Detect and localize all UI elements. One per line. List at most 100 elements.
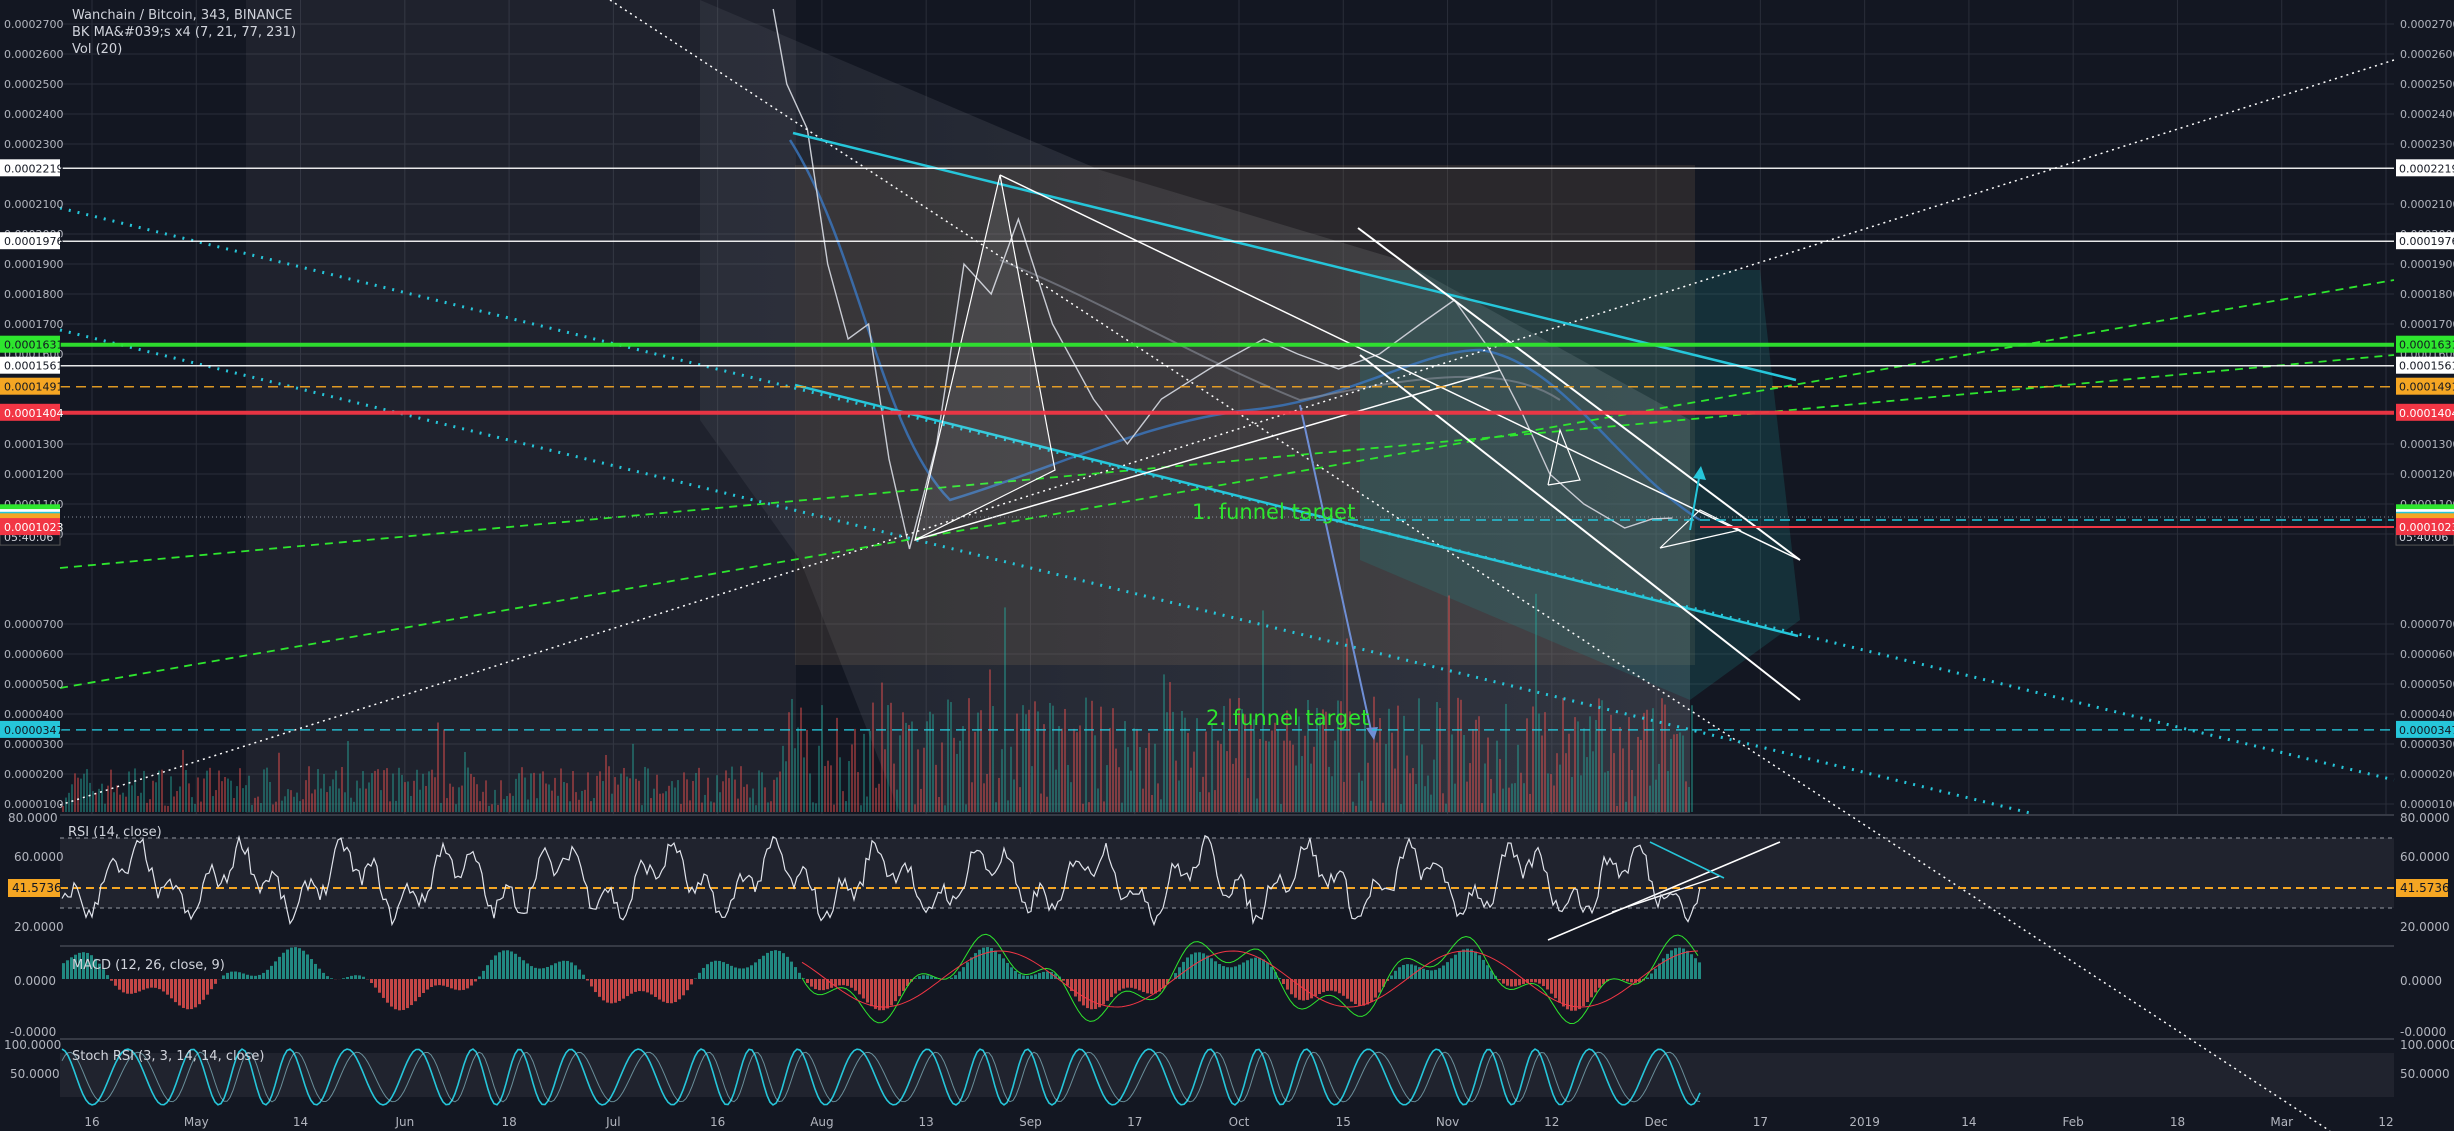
macd-bar xyxy=(1114,979,1117,994)
volume-bar xyxy=(959,740,961,812)
volume-bar xyxy=(929,711,931,812)
volume-bar xyxy=(1277,729,1279,812)
volume-bar xyxy=(863,733,865,812)
volume-bar xyxy=(227,778,229,812)
volume-bar xyxy=(1385,744,1387,812)
macd-tick-neg-right: -0.0000 xyxy=(2400,1025,2446,1039)
volume-bar xyxy=(1628,717,1630,812)
volume-bar xyxy=(1592,751,1594,812)
volume-bar xyxy=(1655,779,1657,812)
study-ma-label[interactable]: BK MA&#039;s x4 (7, 21, 77, 231) xyxy=(72,25,297,40)
macd-bar xyxy=(302,950,305,979)
macd-bar xyxy=(286,949,289,979)
price-tick-left: 0.0001300 xyxy=(4,438,64,451)
macd-tick-neg: -0.0000 xyxy=(10,1025,56,1039)
macd-bar xyxy=(1254,957,1257,979)
triangle-pattern xyxy=(914,174,1056,542)
volume-bar xyxy=(1265,740,1267,812)
macd-bar xyxy=(1090,979,1093,1010)
volume-bar xyxy=(386,768,388,812)
horizontal-levels xyxy=(60,167,2394,731)
time-axis[interactable]: 16 May 14 Jun 18 Jul 16 Aug 13 Sep 17 Oct 15 Nov 12 Dec… xyxy=(84,1115,2393,1129)
macd-bar xyxy=(98,963,101,979)
macd-bar xyxy=(1122,979,1125,989)
volume-bar xyxy=(1685,781,1687,812)
macd-bar xyxy=(1422,968,1425,979)
volume-bar xyxy=(1190,767,1192,812)
macd-bar xyxy=(1266,962,1269,979)
volume-bar xyxy=(851,744,853,812)
macd-bar xyxy=(306,954,309,979)
price-tag-right: 0.0001976 xyxy=(2399,235,2454,248)
volume-bar xyxy=(1304,735,1306,812)
chart-title[interactable]: Wanchain / Bitcoin, 343, BINANCE xyxy=(72,8,293,23)
price-tick-left: 0.0002300 xyxy=(4,138,64,151)
volume-bar xyxy=(482,791,484,812)
macd-bar xyxy=(1174,973,1177,979)
volume-bar xyxy=(1571,776,1573,812)
macd-bar xyxy=(1430,970,1433,979)
volume-bar xyxy=(1661,698,1663,812)
white-dotted-support xyxy=(59,59,2395,806)
macd-bar xyxy=(814,979,817,990)
time-tick: 14 xyxy=(293,1115,308,1129)
macd-bar xyxy=(934,977,937,979)
volume-bar xyxy=(206,770,208,812)
volume-bar xyxy=(170,776,172,812)
macd-bar xyxy=(1362,979,1365,1006)
macd-bar xyxy=(678,979,681,1000)
macd-bar xyxy=(1358,979,1361,1006)
volume-bar xyxy=(1625,801,1627,812)
volume-bar xyxy=(1355,805,1357,812)
macd-bar xyxy=(1014,970,1017,979)
macd-bar xyxy=(962,967,965,979)
price-tick-right: 0.0000100 xyxy=(2400,798,2454,811)
volume-bar xyxy=(500,780,502,812)
volume-bar xyxy=(806,729,808,812)
macd-bar xyxy=(1582,979,1585,1007)
macd-bar xyxy=(1094,979,1097,1009)
macd-bar xyxy=(706,964,709,979)
volume-bar xyxy=(323,773,325,812)
volume-bar xyxy=(1328,766,1330,812)
macd-bar xyxy=(270,965,273,979)
volume-bar xyxy=(113,792,115,812)
stoch-pane[interactable] xyxy=(60,1040,2394,1110)
macd-bar xyxy=(482,970,485,979)
macd-bar xyxy=(766,952,769,979)
volume-bar xyxy=(407,781,409,812)
price-axis-right[interactable]: 0.0002700 0.0002600 0.0002500 0.0002400 0.00… xyxy=(2400,18,2454,811)
macd-bar xyxy=(118,979,121,990)
volume-bar xyxy=(905,722,907,812)
macd-bar xyxy=(1562,979,1565,1007)
macd-bar xyxy=(1274,972,1277,979)
volume-bar xyxy=(704,794,706,812)
macd-bar xyxy=(442,979,445,986)
macd-bar xyxy=(874,979,877,1009)
macd-bar xyxy=(1250,958,1253,979)
macd-bar xyxy=(1010,967,1013,979)
macd-bar xyxy=(62,963,65,979)
macd-bar xyxy=(810,979,813,987)
volume-bar xyxy=(467,767,469,812)
macd-bar xyxy=(1158,979,1161,992)
macd-bar xyxy=(630,979,633,994)
volume-bar xyxy=(431,769,433,812)
volume-bar xyxy=(953,737,955,812)
volume-bar xyxy=(1259,738,1261,812)
volume-bar xyxy=(1007,800,1009,812)
macd-bar xyxy=(722,962,725,979)
volume-bar xyxy=(1346,638,1348,812)
volume-bar xyxy=(533,772,535,812)
volume-bar xyxy=(995,802,997,812)
macd-bar xyxy=(538,968,541,979)
study-vol-label[interactable]: Vol (20) xyxy=(72,42,123,57)
macd-bar xyxy=(446,979,449,987)
volume-bar xyxy=(740,766,742,812)
volume-bar xyxy=(74,773,76,812)
macd-bar xyxy=(294,947,297,979)
volume-bar xyxy=(254,797,256,812)
macd-bar xyxy=(262,972,265,979)
macd-bar xyxy=(1054,973,1057,979)
